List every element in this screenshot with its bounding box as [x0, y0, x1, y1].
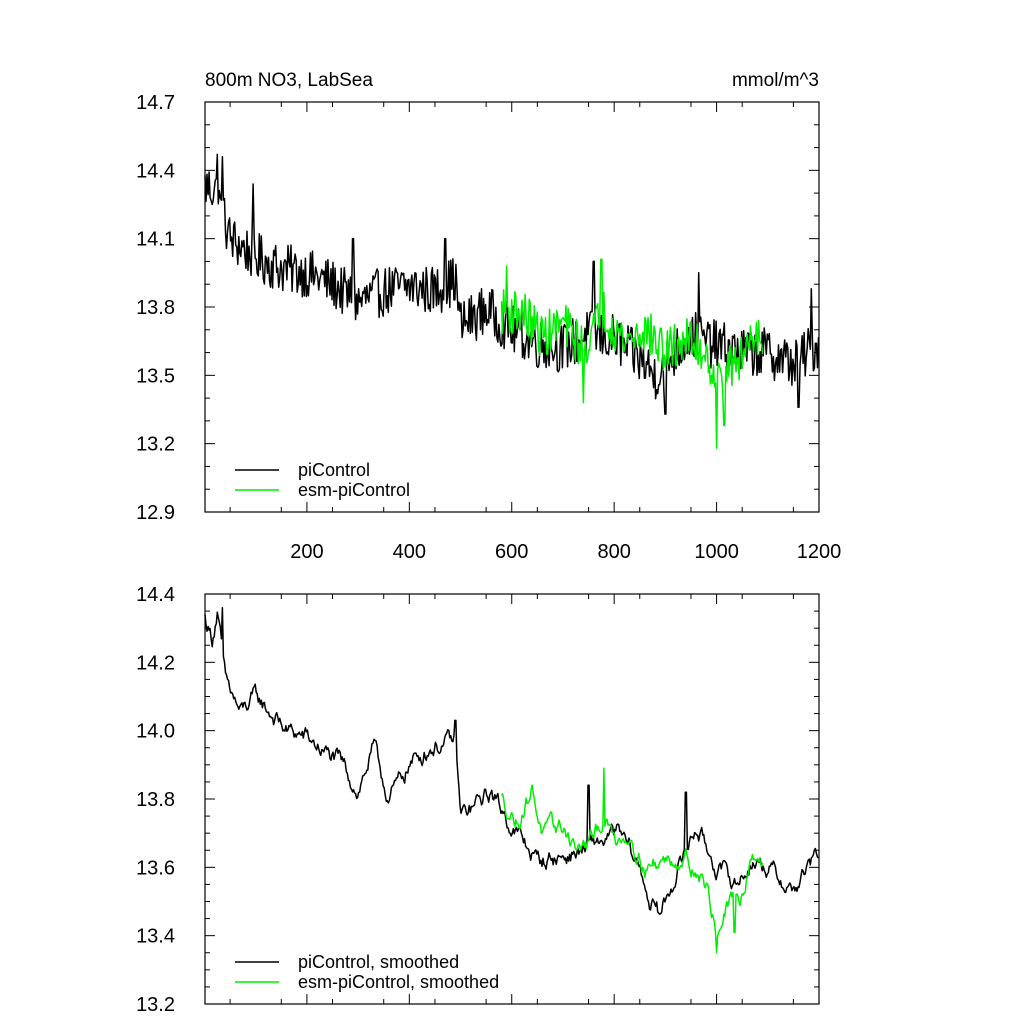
x-tick-label: 600 — [495, 541, 528, 563]
x-tick-label: 1000 — [694, 541, 739, 563]
series-line-esm-picontrol — [500, 258, 764, 449]
x-tick-label: 200 — [290, 541, 323, 563]
legend-bottom: piControl, smoothed esm-piControl, smoot… — [235, 952, 499, 992]
legend-label-esm-picontrol: esm-piControl — [298, 480, 410, 500]
series-line-picontrol-smoothed — [204, 606, 820, 915]
series-line-esm-picontrol-smoothed — [500, 767, 764, 954]
y-tick-label: 13.5 — [136, 365, 175, 387]
legend-top: piControl esm-piControl — [235, 460, 410, 500]
y-tick-label: 13.2 — [136, 994, 175, 1016]
top-panel: 800m NO3, LabSea mmol/m^3 12.9 13.2 13.5 13… — [136, 70, 841, 563]
y-tick-label: 13.6 — [136, 857, 175, 879]
series-top — [204, 153, 820, 449]
x-tick-label: 800 — [597, 541, 630, 563]
chart-title: 800m NO3, LabSea — [205, 70, 373, 91]
y-tick-label: 13.2 — [136, 434, 175, 456]
y-tick-label: 14.4 — [136, 160, 175, 182]
x-tick-label: 400 — [393, 541, 426, 563]
y-tick-label: 13.8 — [136, 297, 175, 319]
legend-label-esm-picontrol-smoothed: esm-piControl, smoothed — [298, 972, 499, 992]
y-tick-label: 13.8 — [136, 789, 175, 811]
ticks-bottom: 13.2 13.4 13.6 13.8 14.0 14.2 14.4 — [136, 584, 820, 1016]
ticks-top: 12.9 13.2 13.5 13.8 14.1 14.4 14.7 200 400 600 800… — [136, 92, 841, 563]
units-label: mmol/m^3 — [732, 70, 819, 91]
legend-label-picontrol: piControl — [298, 460, 370, 480]
y-tick-label: 14.4 — [136, 584, 175, 606]
y-tick-label: 12.9 — [136, 502, 175, 524]
series-bottom — [204, 606, 820, 954]
series-line-picontrol — [204, 153, 820, 415]
y-tick-label: 14.1 — [136, 229, 175, 251]
y-tick-label: 14.0 — [136, 721, 175, 743]
legend-label-picontrol-smoothed: piControl, smoothed — [298, 952, 459, 972]
y-tick-label: 13.4 — [136, 926, 175, 948]
plot-frame-bottom — [204, 593, 820, 1005]
y-tick-label: 14.2 — [136, 652, 175, 674]
x-tick-label: 1200 — [797, 541, 842, 563]
bottom-panel: 13.2 13.4 13.6 13.8 14.0 14.2 14.4 piControl, … — [136, 584, 820, 1016]
y-tick-label: 14.7 — [136, 92, 175, 114]
